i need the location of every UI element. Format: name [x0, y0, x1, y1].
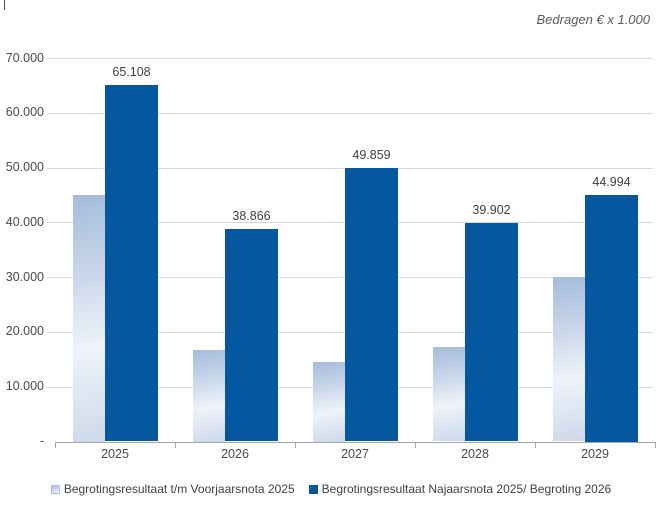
y-axis-label-6: 60.000	[5, 105, 44, 120]
gridline-50.000	[47, 167, 653, 169]
y-axis-label-5: 50.000	[5, 160, 44, 175]
corner-border-mark	[4, 0, 5, 10]
data-label-2026: 38.866	[232, 208, 271, 223]
legend-label-najaarsnota: Begrotingsresultaat Najaarsnota 2025/ Be…	[321, 482, 612, 496]
data-label-2027: 49.859	[352, 148, 391, 163]
x-axis-tick-1	[175, 441, 176, 448]
x-axis-tick-2	[295, 441, 296, 448]
bar-voorjaarsnota-2027	[313, 361, 345, 442]
x-axis-label-2027: 2027	[341, 447, 369, 461]
bar-najaarsnota-2028	[465, 222, 518, 442]
bar-voorjaarsnota-2026	[193, 350, 225, 442]
x-axis-tick-3	[415, 441, 416, 448]
legend-item-voorjaarsnota: Begrotingsresultaat t/m Voorjaarsnota 20…	[50, 482, 295, 496]
x-axis-label-2028: 2028	[461, 447, 489, 461]
data-label-2028: 39.902	[472, 202, 511, 217]
x-axis-label-2029: 2029	[581, 447, 609, 461]
bar-voorjaarsnota-2025	[73, 195, 105, 442]
y-axis-label-3: 30.000	[5, 269, 44, 284]
amounts-unit-note: Bedragen € x 1.000	[536, 12, 650, 27]
bar-najaarsnota-2025	[105, 84, 158, 442]
bar-najaarsnota-2027	[345, 168, 398, 442]
bar-voorjaarsnota-2028	[433, 347, 465, 442]
legend: Begrotingsresultaat t/m Voorjaarsnota 20…	[0, 482, 662, 496]
y-axis-label-1: 10.000	[5, 379, 44, 394]
x-axis-line	[55, 441, 655, 443]
bar-najaarsnota-2029	[585, 195, 638, 442]
x-axis-tick-0	[55, 441, 56, 448]
gridline-70.000	[47, 58, 653, 59]
y-axis-label-2: 20.000	[5, 324, 44, 339]
x-axis-label-2025: 2025	[101, 447, 129, 461]
y-axis-label-7: 70.000	[5, 50, 44, 65]
x-axis-tick-4	[535, 441, 536, 448]
y-axis-label-4: 40.000	[5, 214, 44, 229]
bar-najaarsnota-2026	[225, 228, 278, 442]
legend-label-voorjaarsnota: Begrotingsresultaat t/m Voorjaarsnota 20…	[63, 482, 295, 496]
legend-item-najaarsnota: Begrotingsresultaat Najaarsnota 2025/ Be…	[308, 482, 612, 496]
y-axis-label-0: -	[39, 434, 44, 448]
x-axis-label-2026: 2026	[221, 447, 249, 461]
data-label-2029: 44.994	[592, 175, 631, 189]
x-axis-tick-5	[655, 441, 656, 448]
bar-voorjaarsnota-2029	[553, 277, 585, 442]
gridline-60.000	[47, 112, 653, 114]
legend-swatch-voorjaarsnota	[50, 484, 60, 494]
data-label-2025: 65.108	[112, 64, 151, 79]
legend-swatch-najaarsnota	[308, 484, 318, 494]
